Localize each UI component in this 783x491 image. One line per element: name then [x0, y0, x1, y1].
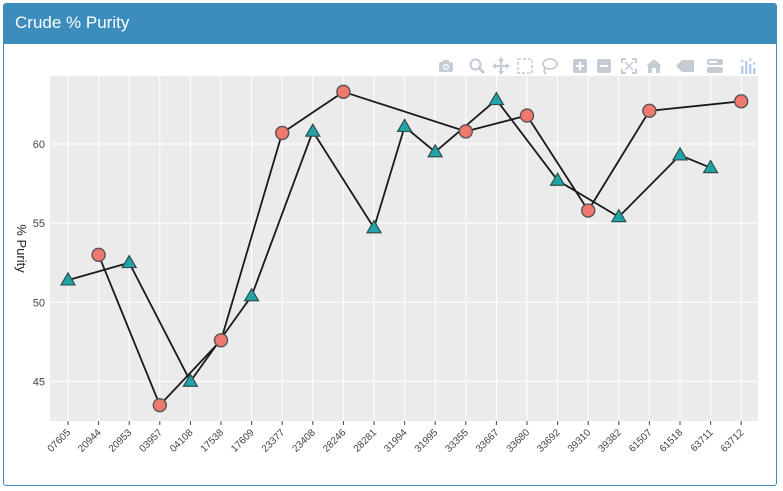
data-point-triangle: [243, 287, 260, 302]
data-point-triangle: [702, 159, 719, 174]
zoom-in-icon[interactable]: [571, 57, 589, 75]
data-point-circle: [734, 94, 749, 109]
y-tick-label: 45: [33, 376, 45, 388]
data-point-triangle: [182, 373, 199, 387]
data-point-triangle: [121, 254, 138, 269]
x-tick-label: 31994: [382, 427, 410, 455]
data-point-circle: [519, 108, 535, 123]
x-tick-label: 63712: [719, 427, 747, 455]
data-point-circle: [642, 103, 657, 119]
x-tick-label: 23377: [260, 427, 288, 455]
data-point-triangle: [488, 91, 505, 106]
box-select-icon[interactable]: [516, 57, 534, 75]
panel-header: Crude % Purity: [4, 4, 776, 44]
y-tick-label: 60: [33, 139, 45, 151]
data-point-triangle: [304, 122, 321, 137]
x-tick-label: 07605: [46, 427, 74, 455]
x-tick-label: 03957: [137, 427, 165, 455]
y-axis-title: % Purity: [14, 224, 29, 273]
x-tick-label: 61518: [658, 427, 686, 455]
x-tick-label: 39382: [596, 427, 624, 455]
x-tick-label: 33692: [535, 427, 563, 455]
x-tick-label: 33667: [474, 427, 502, 455]
spike-lines-icon[interactable]: [676, 57, 698, 75]
x-tick-label: 28246: [321, 427, 349, 455]
data-point-triangle: [427, 143, 444, 158]
x-tick-label: 23408: [290, 427, 318, 455]
panel-title: Crude % Purity: [15, 13, 130, 32]
data-point-circle: [581, 203, 596, 218]
camera-icon[interactable]: [437, 57, 455, 75]
pan-icon[interactable]: [492, 57, 510, 75]
x-tick-label: 20953: [107, 427, 135, 455]
x-tick-label: 61507: [627, 427, 655, 455]
plot-background: [50, 76, 758, 421]
data-point-triangle: [59, 271, 77, 286]
x-tick-label: 31995: [413, 427, 441, 455]
series-line: [97, 90, 742, 407]
x-tick-label: 20944: [76, 427, 104, 455]
y-tick-label: 55: [33, 218, 45, 230]
x-tick-label: 33680: [505, 427, 533, 455]
autoscale-icon[interactable]: [620, 57, 638, 75]
x-tick-label: 33355: [443, 427, 471, 455]
y-tick-label: 50: [33, 297, 45, 309]
x-tick-label: 39310: [566, 427, 594, 455]
data-point-triangle: [365, 219, 383, 234]
data-point-triangle: [549, 172, 566, 186]
x-tick-label: 17538: [199, 427, 227, 455]
zoom-out-icon[interactable]: [595, 57, 613, 75]
data-point-circle: [91, 247, 106, 263]
data-point-circle: [152, 397, 168, 413]
x-tick-label: 63711: [689, 427, 716, 454]
data-point-circle: [275, 125, 290, 141]
home-icon[interactable]: [645, 57, 663, 75]
x-tick-label: 28281: [352, 427, 380, 455]
x-tick-label: 17609: [229, 427, 257, 455]
data-point-triangle: [396, 118, 413, 133]
data-point-triangle: [610, 208, 627, 223]
data-point-triangle: [671, 146, 689, 161]
compare-hover-icon[interactable]: [706, 57, 724, 75]
lasso-icon[interactable]: [540, 57, 558, 75]
data-point-circle: [336, 84, 351, 100]
data-point-circle: [213, 333, 229, 348]
zoom-icon[interactable]: [468, 57, 486, 75]
x-tick-label: 04108: [168, 427, 196, 455]
data-point-circle: [458, 124, 473, 139]
plotly-logo-icon[interactable]: [740, 57, 758, 75]
